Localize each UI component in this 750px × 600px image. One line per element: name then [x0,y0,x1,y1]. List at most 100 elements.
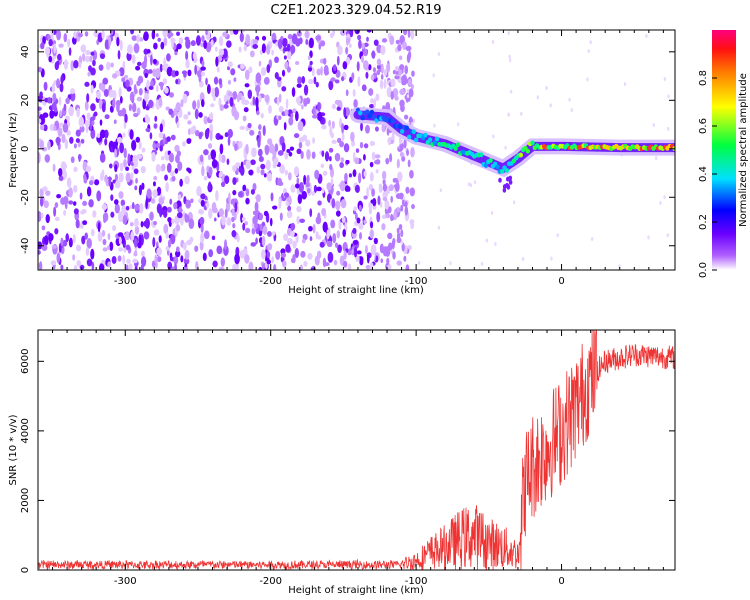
noise-blob [175,102,181,112]
noise-blob [218,97,222,107]
noise-blob [114,180,121,189]
noise-blob [136,153,143,160]
noise-blob [99,53,106,60]
noise-blob [105,129,109,139]
noise-blob [208,166,213,176]
noise-blob [143,31,149,41]
noise-blob [282,37,288,48]
faint-blob [666,233,669,238]
noise-blob [343,260,348,268]
noise-blob [91,261,95,270]
noise-blob [321,187,325,194]
noise-blob [110,194,114,201]
noise-blob [58,168,63,177]
noise-blob [43,124,48,132]
noise-blob [104,138,108,146]
signal-mark [504,168,510,173]
noise-blob [44,154,51,163]
noise-blob [73,264,78,270]
noise-blob [78,61,82,69]
noise-blob [383,68,388,76]
noise-blob [109,163,113,169]
noise-blob [227,128,233,138]
noise-blob [110,62,114,68]
noise-blob [331,198,336,209]
noise-blob [114,203,120,214]
noise-blob [390,91,394,100]
noise-blob [231,229,237,238]
noise-blob [221,215,226,226]
noise-blob [215,190,219,202]
noise-blob [165,106,170,111]
noise-blob [381,223,386,231]
noise-blob [347,248,352,256]
faint-blob [667,126,670,131]
noise-blob [408,88,414,98]
noise-blob [127,153,131,164]
noise-blob [215,56,219,67]
noise-blob [308,37,314,49]
noise-blob [391,131,395,140]
noise-blob [128,263,133,270]
noise-blob [359,141,364,149]
noise-blob [54,228,59,235]
noise-blob [96,133,101,138]
noise-blob [107,261,111,268]
noise-blob [224,175,230,185]
noise-blob [292,108,297,114]
noise-blob [265,159,271,171]
faint-blob [504,145,507,150]
noise-blob [229,97,234,107]
noise-blob [239,30,246,33]
noise-blob [363,154,366,161]
noise-blob [102,247,108,252]
noise-blob [53,125,57,132]
noise-blob [381,38,388,43]
noise-blob [320,66,323,76]
noise-blob [343,124,349,131]
noise-blob [84,55,91,63]
noise-blob [207,181,212,192]
noise-blob [379,243,384,254]
noise-blob [348,43,352,48]
noise-blob [377,195,381,206]
noise-blob [155,67,161,79]
noise-blob [305,139,311,147]
noise-blob [340,76,345,82]
noise-blob [102,238,107,246]
noise-blob [196,185,202,197]
faint-blob [433,123,436,128]
noise-blob [125,79,130,88]
noise-blob [346,33,351,39]
spectrogram-ytick-label: -40 [20,238,31,254]
noise-blob [354,184,360,193]
noise-blob [119,39,123,51]
noise-blob [395,39,401,45]
noise-blob [200,193,206,200]
noise-blob [372,67,377,73]
noise-blob [82,220,88,226]
noise-blob [389,35,395,46]
noise-blob [166,162,172,173]
noise-blob [205,77,208,86]
noise-blob [171,38,174,49]
noise-blob [387,232,393,240]
noise-blob [409,169,414,179]
noise-blob [333,259,338,266]
noise-blob [68,187,73,198]
noise-blob [369,140,375,147]
noise-blob [252,43,259,50]
noise-blob [82,200,88,207]
noise-blob [335,210,341,217]
noise-blob [92,210,97,218]
noise-blob [336,230,341,239]
snr-ytick-label: 4000 [20,418,31,443]
noise-blob [281,86,287,92]
noise-blob [145,128,151,133]
noise-blob [169,198,173,205]
noise-blob [199,154,204,163]
noise-blob [245,143,249,155]
noise-blob [316,186,322,192]
noise-blob [194,245,199,252]
faint-blob [507,31,510,36]
